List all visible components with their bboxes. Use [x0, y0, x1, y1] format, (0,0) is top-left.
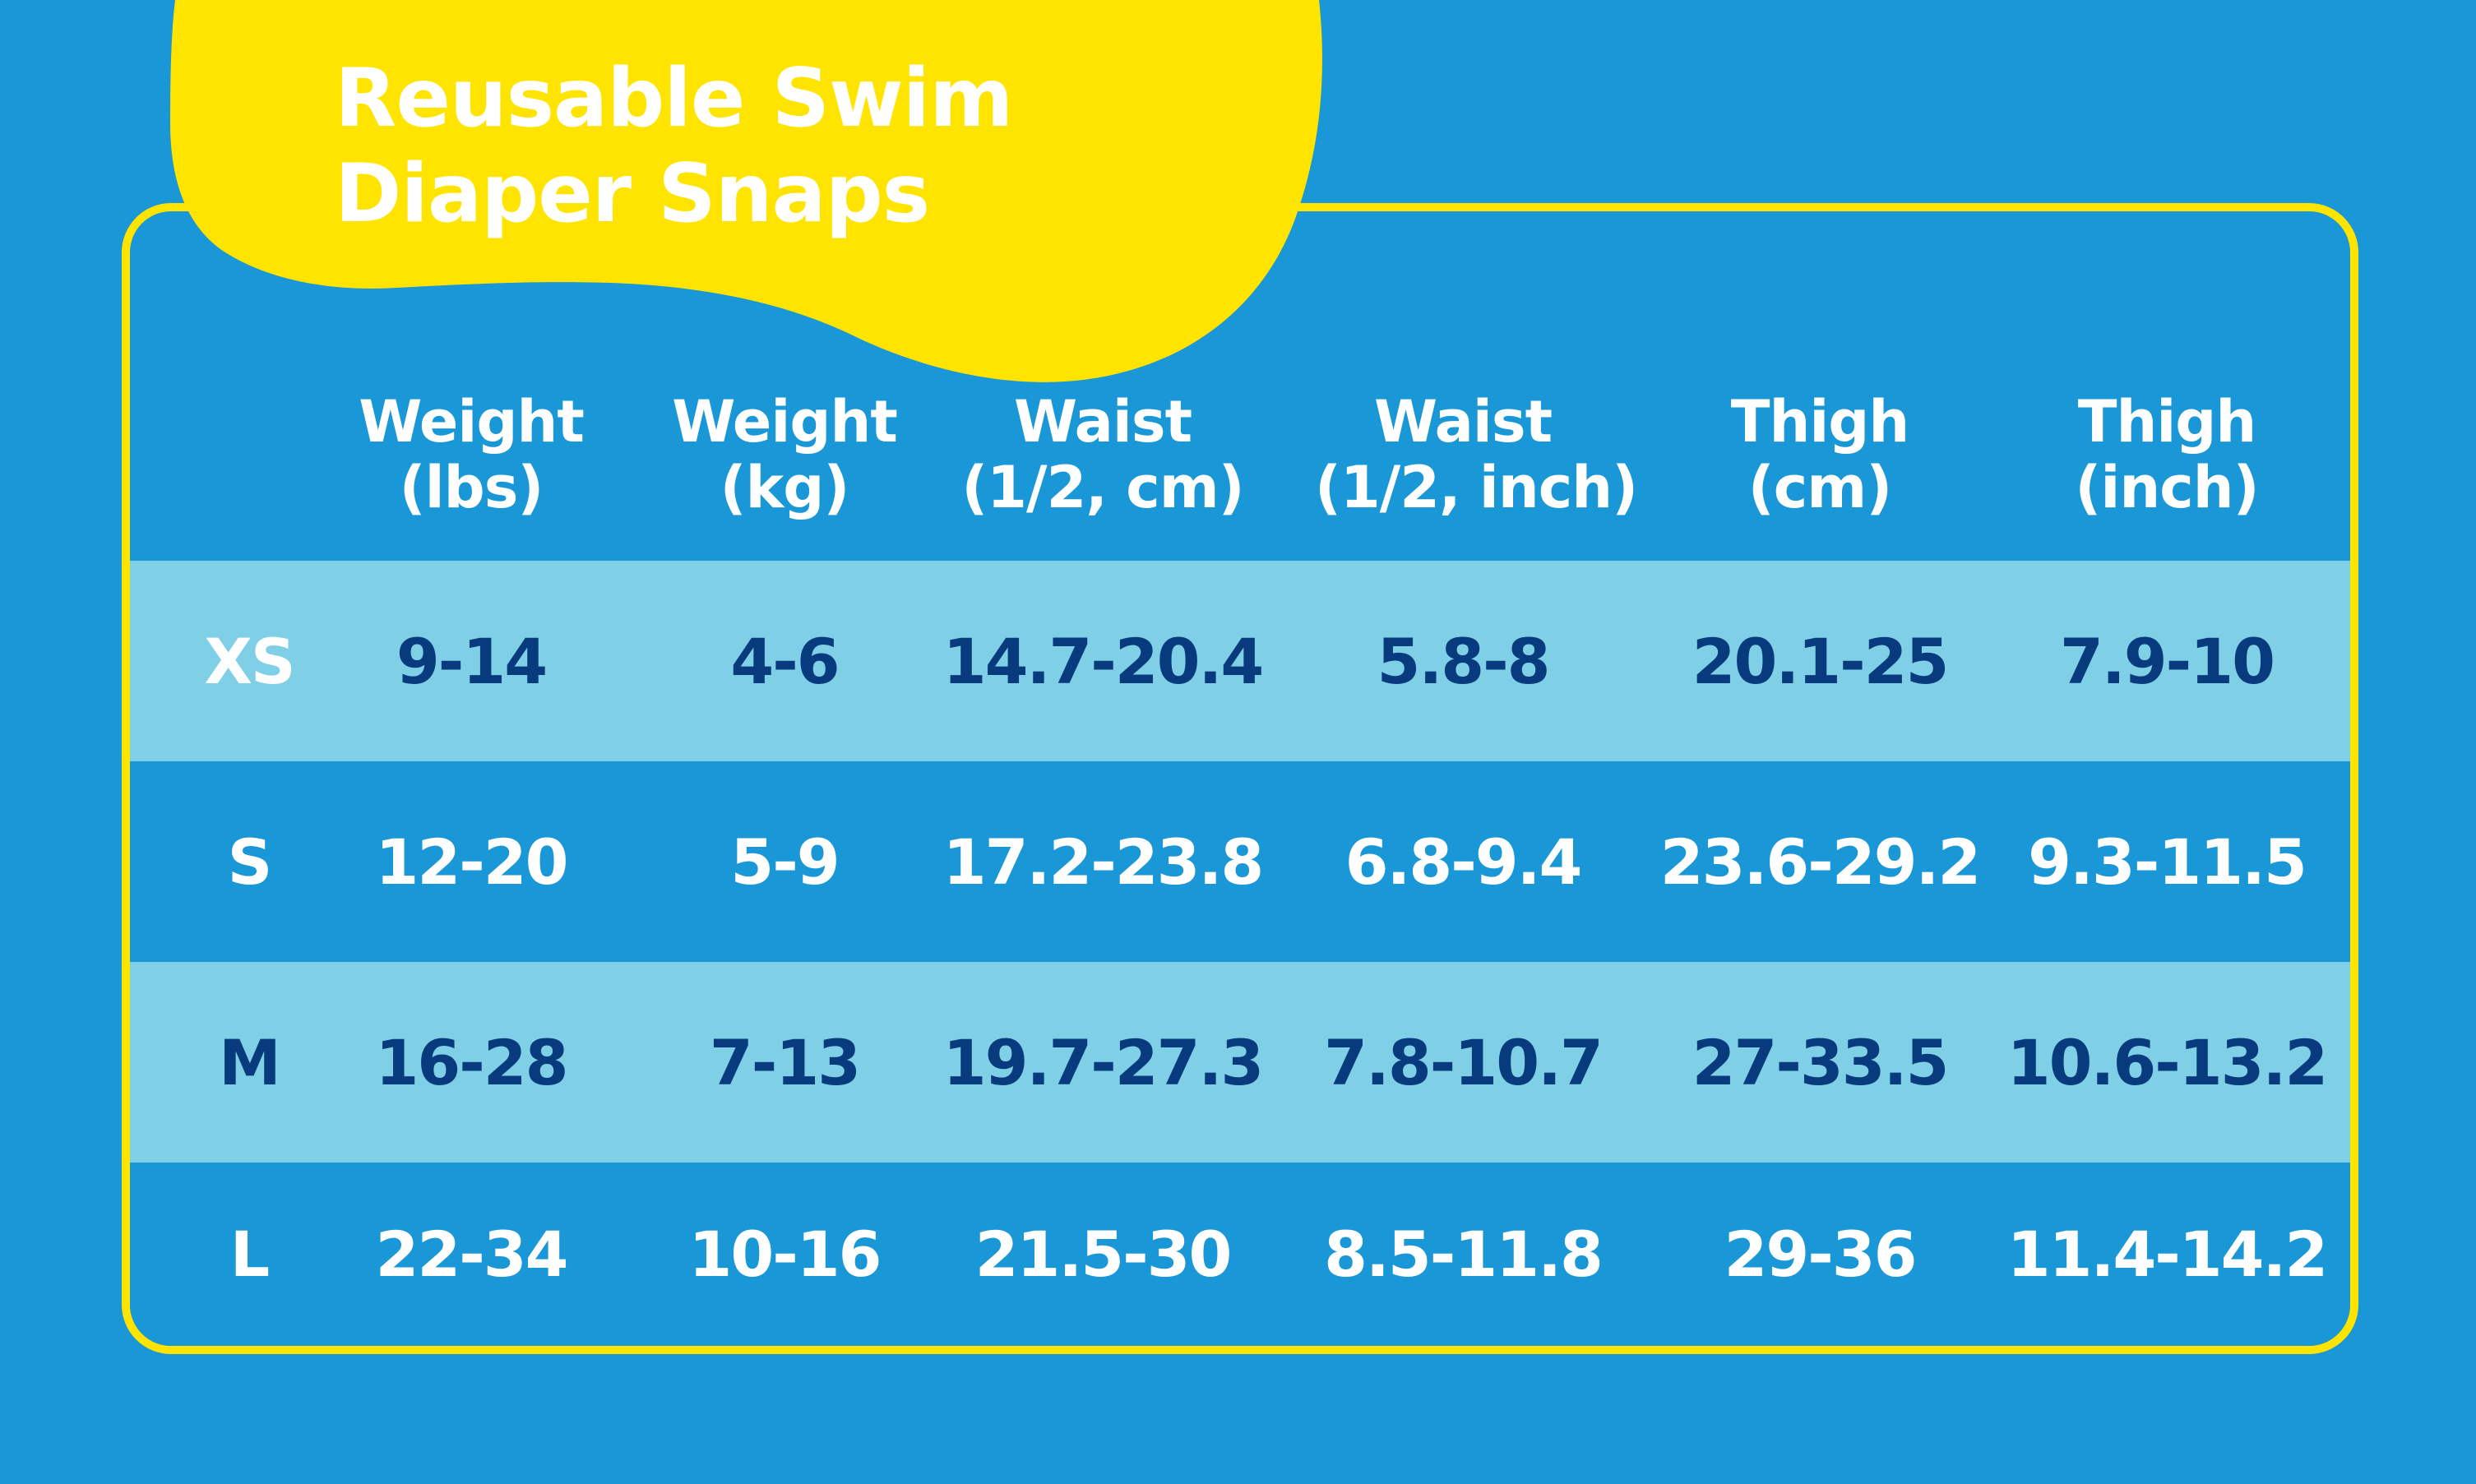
cell-waist-inch: 5.8-8 [1377, 624, 1550, 698]
cell-waist-cm: 14.7-20.4 [942, 624, 1265, 698]
table-row-m: M 16-28 7-13 19.7-27.3 7.8-10.7 27-33.5 … [130, 962, 2350, 1163]
column-header-line-2: (lbs) [399, 454, 544, 521]
column-header-line-2: (1/2, cm) [961, 454, 1244, 521]
cell-thigh-cm: 23.6-29.2 [1659, 825, 1982, 899]
column-header-line-1: Waist [1373, 388, 1553, 455]
table-row-xs: XS 9-14 4-6 14.7-20.4 5.8-8 20.1-25 7.9-… [130, 561, 2350, 761]
size-table-frame: Weight (lbs) Weight (kg) Waist (1/2, cm)… [122, 203, 2358, 1354]
cell-weight-lbs: 16-28 [375, 1025, 568, 1099]
cell-thigh-cm: 29-36 [1724, 1218, 1917, 1291]
size-label-m: M [219, 1025, 281, 1099]
column-header-line-2: (1/2, inch) [1315, 454, 1638, 521]
column-header-line-1: Waist [1013, 388, 1192, 455]
cell-thigh-cm: 20.1-25 [1692, 624, 1950, 698]
column-header-waist-inch: Waist (1/2, inch) [1315, 388, 1638, 529]
cell-waist-inch: 7.8-10.7 [1324, 1025, 1604, 1099]
cell-weight-kg: 10-16 [688, 1218, 882, 1291]
cell-thigh-inch: 11.4-14.2 [2006, 1218, 2329, 1291]
cell-weight-kg: 7-13 [709, 1025, 861, 1099]
column-header-weight-kg: Weight (kg) [636, 389, 933, 529]
cell-waist-inch: 6.8-9.4 [1344, 825, 1583, 899]
yellow-title-blob [170, 0, 1322, 382]
size-label-xs: XS [204, 624, 295, 698]
size-table: Weight (lbs) Weight (kg) Waist (1/2, cm)… [130, 211, 2350, 1346]
cell-thigh-cm: 27-33.5 [1692, 1025, 1950, 1099]
column-header-line-2: (inch) [2075, 454, 2259, 521]
column-header-line-1: Weight [359, 388, 585, 455]
cell-thigh-inch: 10.6-13.2 [2006, 1025, 2329, 1099]
cell-waist-cm: 19.7-27.3 [942, 1025, 1265, 1099]
table-row-s: S 12-20 5-9 17.2-23.8 6.8-9.4 23.6-29.2 … [130, 761, 2350, 962]
title-line-1: Reusable Swim [335, 52, 1013, 146]
cell-waist-inch: 8.5-11.8 [1324, 1218, 1604, 1291]
column-header-line-1: Weight [672, 388, 898, 455]
table-row-l: L 22-34 10-16 21.5-30 8.5-11.8 29-36 11.… [130, 1163, 2350, 1346]
cell-weight-lbs: 22-34 [375, 1218, 568, 1291]
cell-thigh-inch: 9.3-11.5 [2028, 825, 2307, 899]
page-title: Reusable Swim Diaper Snaps [335, 51, 1013, 242]
cell-thigh-inch: 7.9-10 [2060, 624, 2275, 698]
column-header-line-2: (cm) [1747, 454, 1892, 521]
title-line-2: Diaper Snaps [335, 147, 930, 241]
column-header-line-2: (kg) [720, 454, 850, 521]
column-header-line-1: Thigh [2077, 388, 2257, 455]
cell-weight-lbs: 12-20 [375, 825, 568, 899]
cell-weight-kg: 5-9 [730, 825, 840, 899]
cell-weight-lbs: 9-14 [396, 624, 548, 698]
size-label-s: S [227, 825, 273, 899]
column-header-weight-lbs: Weight (lbs) [323, 389, 619, 529]
cell-waist-cm: 17.2-23.8 [942, 825, 1265, 899]
cell-weight-kg: 4-6 [730, 624, 840, 698]
column-header-thigh-cm: Thigh (cm) [1672, 389, 1968, 529]
size-label-l: L [229, 1218, 270, 1291]
column-header-line-1: Thigh [1730, 388, 1910, 455]
table-header-row: Weight (lbs) Weight (kg) Waist (1/2, cm)… [130, 211, 2350, 561]
column-header-thigh-inch: Thigh (inch) [2019, 389, 2315, 529]
column-header-waist-cm: Waist (1/2, cm) [955, 389, 1251, 529]
cell-waist-cm: 21.5-30 [974, 1218, 1233, 1291]
